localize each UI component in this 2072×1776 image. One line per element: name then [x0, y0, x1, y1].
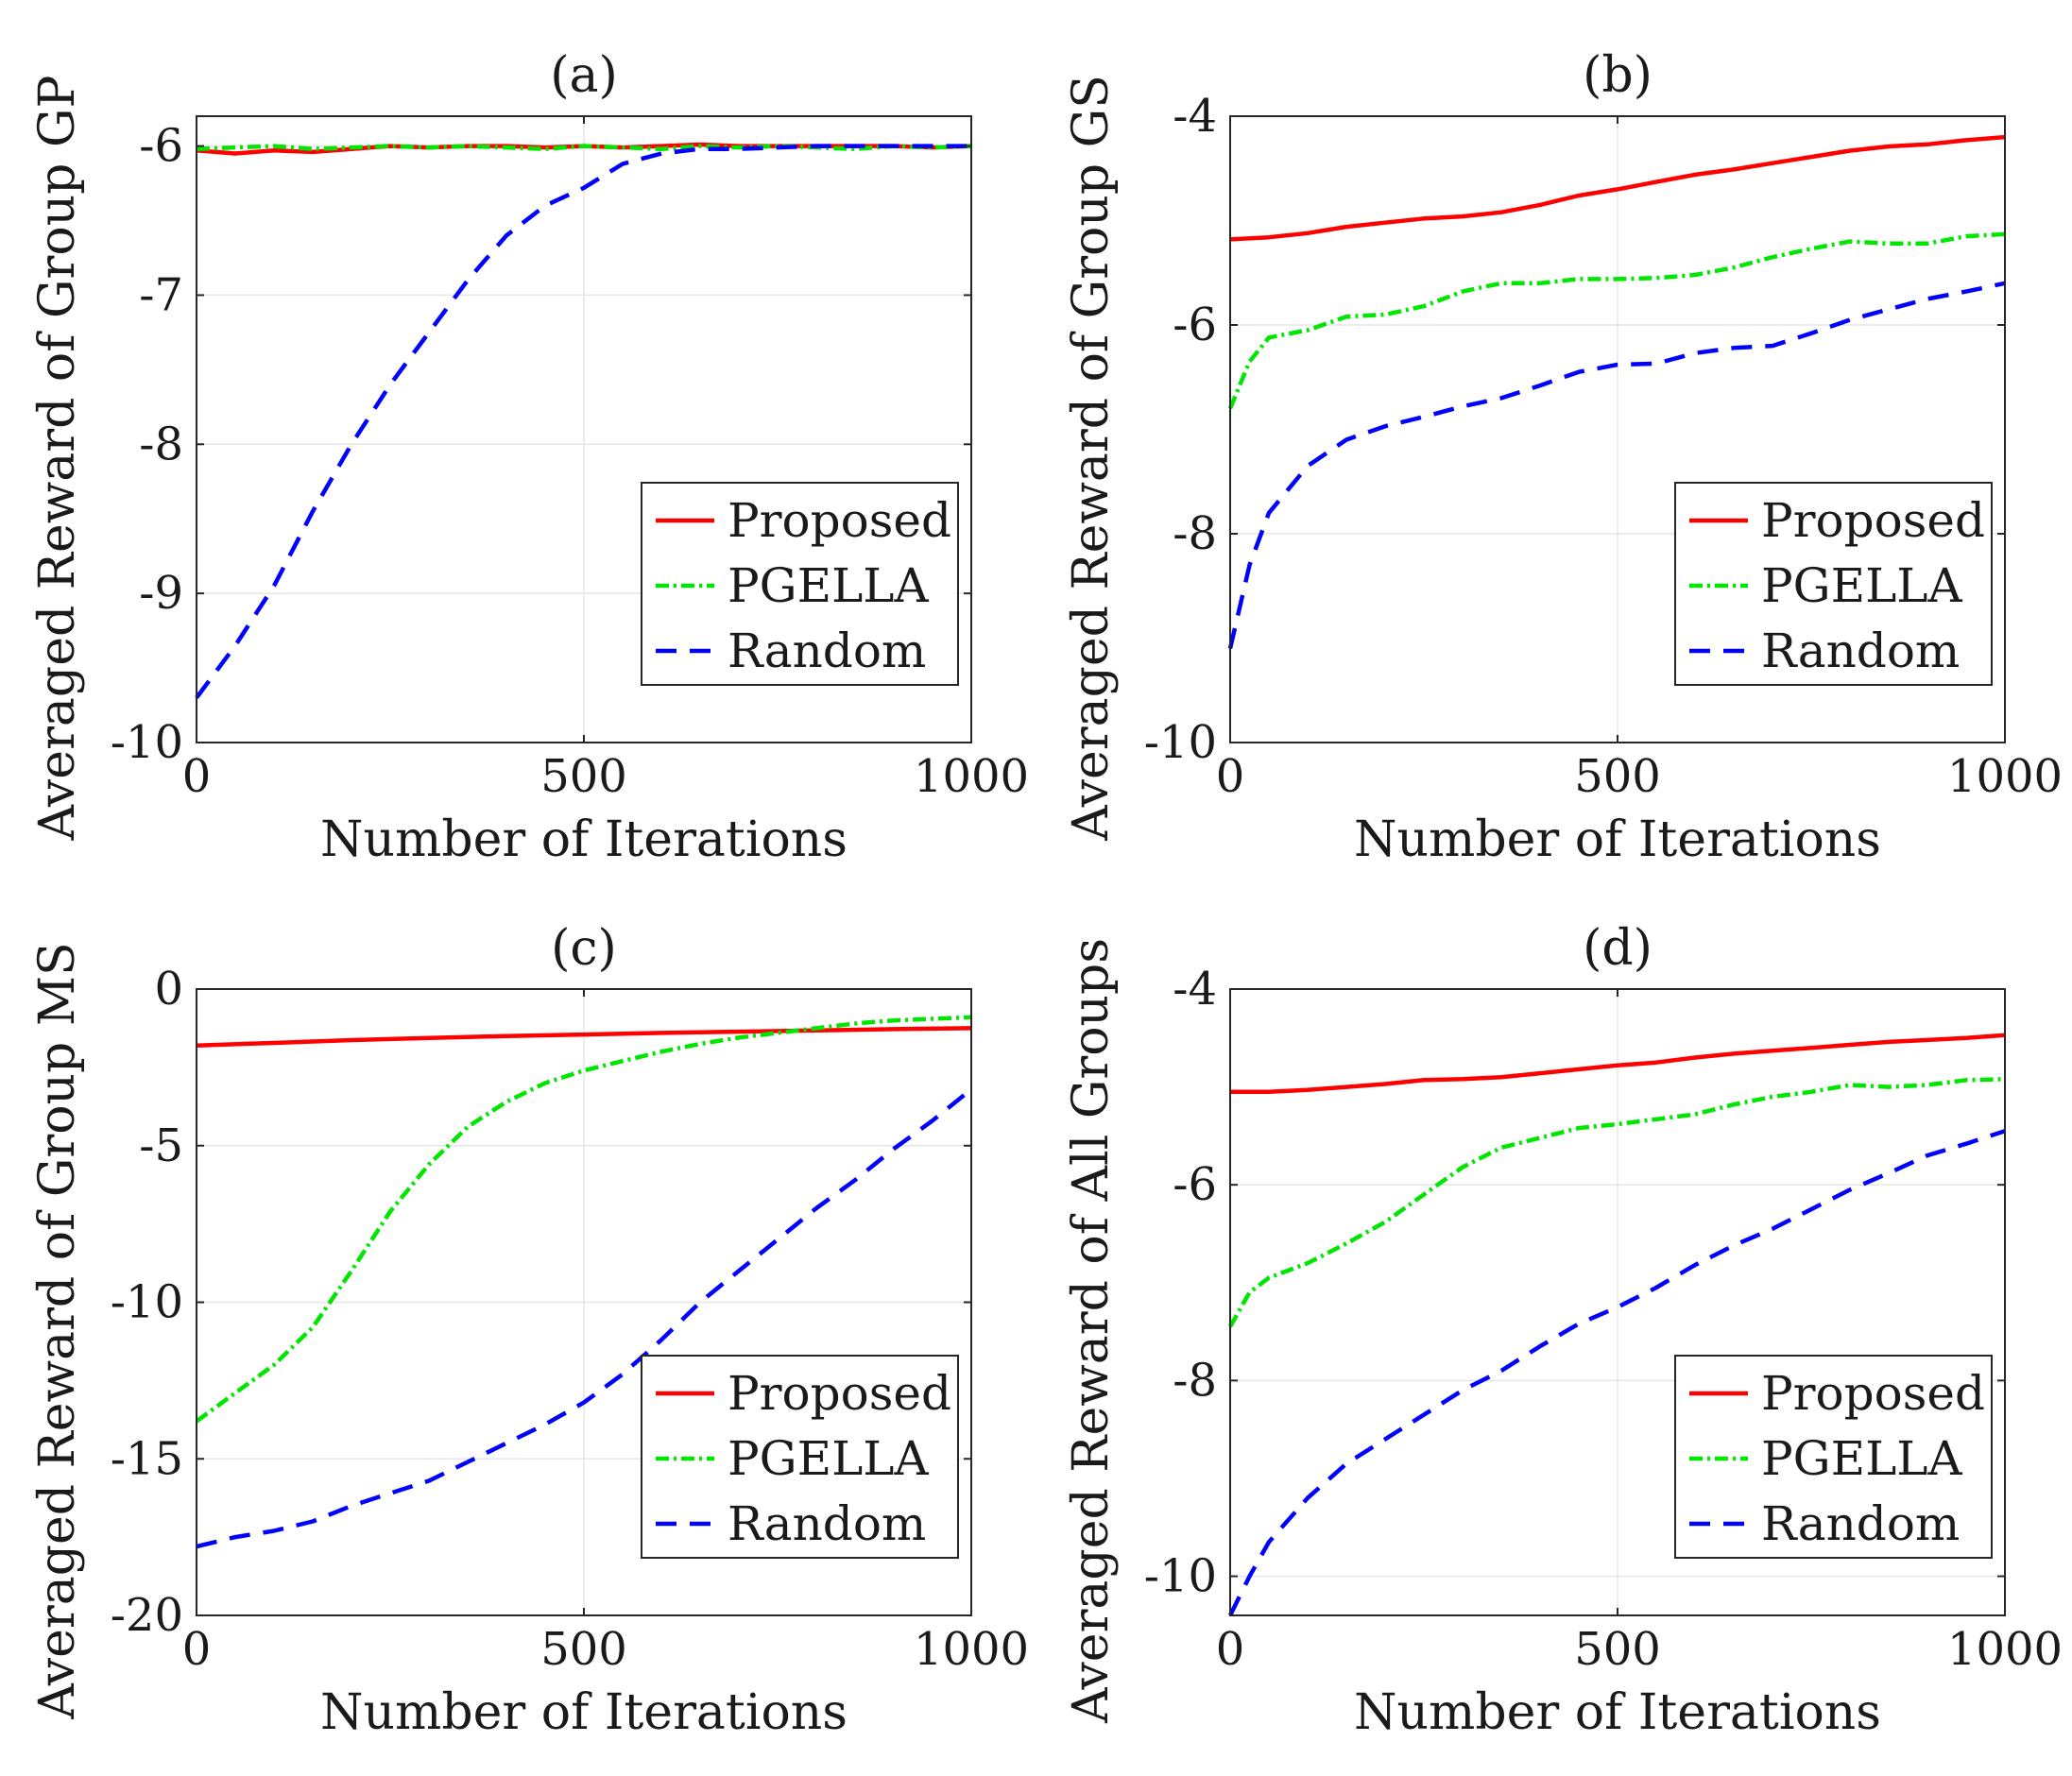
- panel-d-x-tick-label: 1000: [1947, 1623, 2063, 1676]
- panel-c-legend-label-random: Random: [728, 1496, 926, 1551]
- panel-d-y-tick-label: -8: [1173, 1354, 1217, 1407]
- panel-c-y-tick-label: -10: [111, 1276, 183, 1329]
- panel-b-x-tick-label: 500: [1574, 750, 1661, 803]
- panel-a-title: (a): [550, 47, 618, 104]
- panel-c-series-proposed: [196, 1026, 972, 1048]
- panel-b-x-axis-label: Number of Iterations: [1354, 811, 1881, 868]
- panel-a-legend-label-pgella: PGELLA: [728, 558, 929, 613]
- panel-b-legend: Proposed PGELLA Random: [1674, 482, 1993, 686]
- panel-a-y-axis-label: Averaged Reward of Group GP: [29, 75, 86, 841]
- panel-b-x-tick-label: 0: [1216, 750, 1245, 803]
- panel-c-legend-label-pgella: PGELLA: [728, 1431, 929, 1486]
- panel-b-title: (b): [1583, 47, 1652, 104]
- panel-c-series-pgella: [195, 1015, 972, 1424]
- panel-a-legend-label-proposed: Proposed: [728, 493, 951, 548]
- panel-b-series-random: [1227, 281, 2006, 650]
- panel-c-y-tick-label: -20: [111, 1589, 183, 1642]
- panel-c-x-tick-label: 500: [540, 1623, 627, 1676]
- panel-d-y-tick-label: -6: [1173, 1158, 1217, 1211]
- panel-a-legend: Proposed PGELLA Random: [641, 482, 959, 686]
- panel-a-y-tick-label: -10: [111, 716, 183, 769]
- panel-d-series-random: [1227, 1129, 2006, 1616]
- panel-a-series-random: [195, 144, 971, 699]
- panel-d-x-tick-label: 500: [1574, 1623, 1661, 1676]
- panel-c-y-tick-label: -5: [139, 1119, 183, 1172]
- panel-a: 0 500 1000 -10 -9 -8 -7 -6 (a) Number of Iteratio…: [29, 47, 1029, 868]
- panel-b-series-pgella: [1227, 231, 2006, 410]
- panel-a-y-tick-label: -7: [139, 268, 183, 321]
- panel-b: 0 500 1000 -10 -8 -6 -4 (b) Number of Iterations…: [1063, 47, 2063, 868]
- panel-d-legend: Proposed PGELLA Random: [1674, 1355, 1993, 1559]
- panel-c-x-tick-label: 0: [182, 1623, 212, 1676]
- panel-c-title: (c): [551, 920, 617, 977]
- panel-d-x-tick-label: 0: [1216, 1623, 1245, 1676]
- panel-c-x-axis-label: Number of Iterations: [320, 1684, 848, 1741]
- panel-d-legend-label-proposed: Proposed: [1761, 1366, 1985, 1421]
- panel-a-legend-label-random: Random: [728, 623, 926, 678]
- panel-a-x-axis-label: Number of Iterations: [320, 811, 848, 868]
- panel-b-legend-label-proposed: Proposed: [1761, 493, 1985, 548]
- panel-d-title: (d): [1583, 920, 1652, 977]
- panel-d-y-tick-label: -4: [1173, 963, 1217, 1016]
- panel-d: 0 500 1000 -10 -8 -6 -4 (d) Number of Iterations…: [1063, 920, 2063, 1741]
- panel-c-y-tick-label: 0: [154, 963, 183, 1016]
- panel-a-series-pgella: [196, 144, 972, 151]
- panel-c-y-tick-label: -15: [111, 1432, 183, 1485]
- panel-d-series-proposed: [1230, 1033, 2006, 1095]
- panel-d-y-tick-label: -10: [1144, 1550, 1217, 1603]
- panel-d-legend-label-pgella: PGELLA: [1761, 1431, 1962, 1486]
- panel-b-x-tick-label: 1000: [1947, 750, 2063, 803]
- panel-b-y-tick-label: -10: [1144, 716, 1217, 769]
- panel-c-y-axis-label: Averaged Reward of Group MS: [29, 942, 86, 1719]
- panel-d-y-axis-label: Averaged Reward of All Groups: [1063, 938, 1120, 1724]
- panel-b-y-tick-label: -6: [1173, 299, 1217, 351]
- panel-c-series-random: [196, 1087, 973, 1549]
- panel-a-y-tick-label: -9: [139, 567, 183, 620]
- panel-c-x-tick-label: 1000: [914, 1623, 1029, 1676]
- panel-c-legend-label-proposed: Proposed: [728, 1366, 951, 1421]
- panel-c: 0 500 1000 -20 -15 -10 -5 0 (c) Number of Iterati…: [29, 920, 1029, 1741]
- panel-b-y-tick-label: -4: [1173, 90, 1217, 143]
- panel-d-legend-label-random: Random: [1761, 1496, 1960, 1551]
- panel-a-x-tick-label: 0: [182, 750, 212, 803]
- panel-b-legend-label-pgella: PGELLA: [1761, 558, 1962, 613]
- panel-b-legend-label-random: Random: [1761, 623, 1960, 678]
- panel-b-series-proposed: [1229, 134, 2006, 242]
- panel-a-y-tick-label: -8: [139, 418, 183, 470]
- panel-c-legend: Proposed PGELLA Random: [641, 1355, 959, 1559]
- panel-a-x-tick-label: 500: [540, 750, 627, 803]
- panel-b-y-axis-label: Averaged Reward of Group GS: [1063, 75, 1120, 842]
- panel-a-y-tick-label: -6: [139, 120, 183, 173]
- panel-d-x-axis-label: Number of Iterations: [1354, 1684, 1881, 1741]
- panel-b-y-tick-label: -8: [1173, 507, 1217, 560]
- panel-a-x-tick-label: 1000: [914, 750, 1029, 803]
